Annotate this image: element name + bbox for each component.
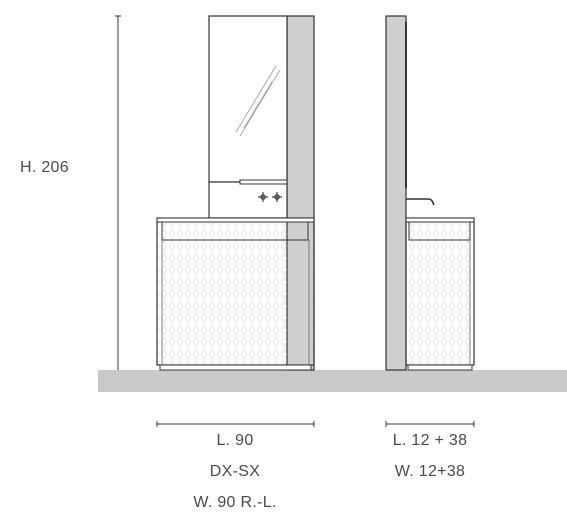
front-side-label: DX-SX: [209, 463, 261, 480]
floor-slab: [98, 370, 567, 392]
side-basin-edge: [408, 222, 471, 241]
side-depth-label: W. 12+38: [394, 463, 466, 480]
side-width-dimension-line: [385, 421, 475, 427]
front-plinth: [159, 364, 312, 371]
faucet-plate: [208, 181, 288, 219]
front-basin-edge: [161, 222, 309, 241]
front-view: [156, 15, 315, 371]
side-basin-rim: [405, 217, 475, 223]
height-label: H. 206: [20, 159, 69, 176]
height-dimension-line: [115, 15, 121, 370]
side-plinth: [407, 364, 473, 371]
side-faucet-spout: [406, 198, 435, 206]
front-variant-label: W. 90 R.-L.: [193, 494, 277, 511]
side-cabinet: [405, 217, 475, 366]
front-width-label: L. 90: [216, 432, 254, 449]
front-cabinet: [156, 217, 315, 366]
faucet-handle-left-icon: [258, 192, 268, 202]
side-width-label: L. 12 + 38: [392, 432, 468, 449]
faucet-handle-right-icon: [272, 192, 282, 202]
side-view: [385, 15, 475, 371]
mirror: [208, 15, 288, 183]
side-back-panel: [385, 15, 407, 371]
shelf: [239, 179, 288, 185]
front-width-dimension-line: [156, 421, 315, 427]
mirror-reflection-lines: [235, 65, 281, 137]
front-basin-rim: [156, 217, 315, 223]
